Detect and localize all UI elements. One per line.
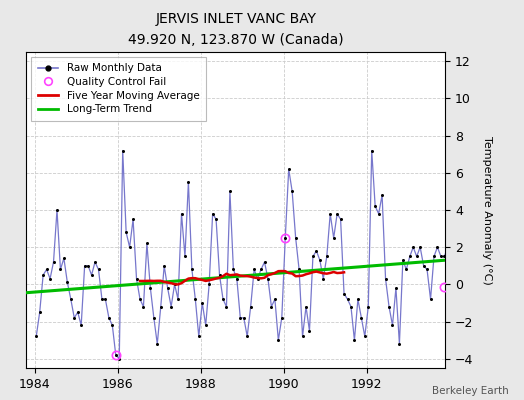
- Y-axis label: Temperature Anomaly (°C): Temperature Anomaly (°C): [482, 136, 492, 284]
- Legend: Raw Monthly Data, Quality Control Fail, Five Year Moving Average, Long-Term Tren: Raw Monthly Data, Quality Control Fail, …: [31, 57, 206, 121]
- Title: JERVIS INLET VANC BAY
49.920 N, 123.870 W (Canada): JERVIS INLET VANC BAY 49.920 N, 123.870 …: [128, 12, 344, 47]
- Text: Berkeley Earth: Berkeley Earth: [432, 386, 508, 396]
